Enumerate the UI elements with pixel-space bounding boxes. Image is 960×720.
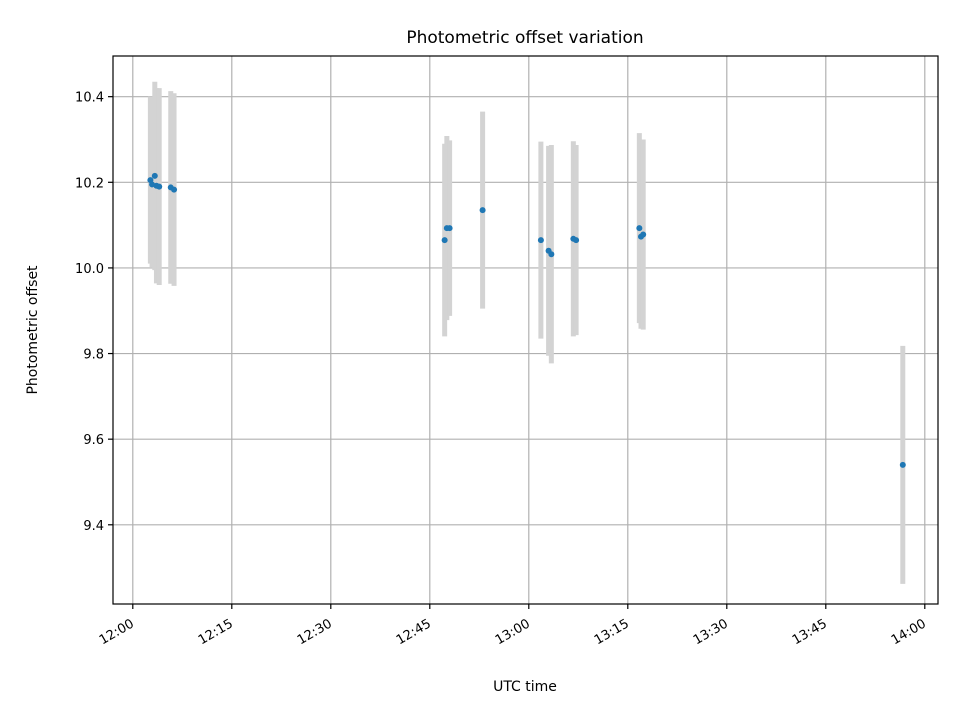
grid-lines bbox=[113, 56, 938, 604]
data-point bbox=[899, 461, 906, 468]
y-tick-label: 10.0 bbox=[75, 262, 104, 277]
y-axis-label: Photometric offset bbox=[25, 265, 41, 395]
data-points bbox=[147, 172, 906, 468]
data-point bbox=[446, 225, 453, 232]
data-point bbox=[479, 207, 486, 214]
y-tick-label: 9.8 bbox=[83, 348, 104, 363]
plot-area bbox=[113, 56, 938, 604]
x-axis-label: UTC time bbox=[493, 679, 557, 695]
data-point bbox=[573, 237, 580, 244]
data-point bbox=[151, 172, 158, 179]
data-point bbox=[156, 183, 163, 190]
chart-title: Photometric offset variation bbox=[406, 28, 643, 48]
y-tick-label: 10.2 bbox=[75, 176, 104, 191]
data-point bbox=[441, 237, 448, 244]
data-point bbox=[171, 186, 178, 193]
y-tick-label: 10.4 bbox=[75, 91, 104, 106]
y-tick-label: 9.6 bbox=[83, 433, 104, 448]
plot-frame bbox=[112, 55, 939, 605]
data-point bbox=[640, 231, 647, 238]
data-point bbox=[537, 237, 544, 244]
data-point bbox=[548, 251, 555, 258]
data-point bbox=[636, 225, 643, 232]
y-tick-label: 9.4 bbox=[83, 519, 104, 534]
